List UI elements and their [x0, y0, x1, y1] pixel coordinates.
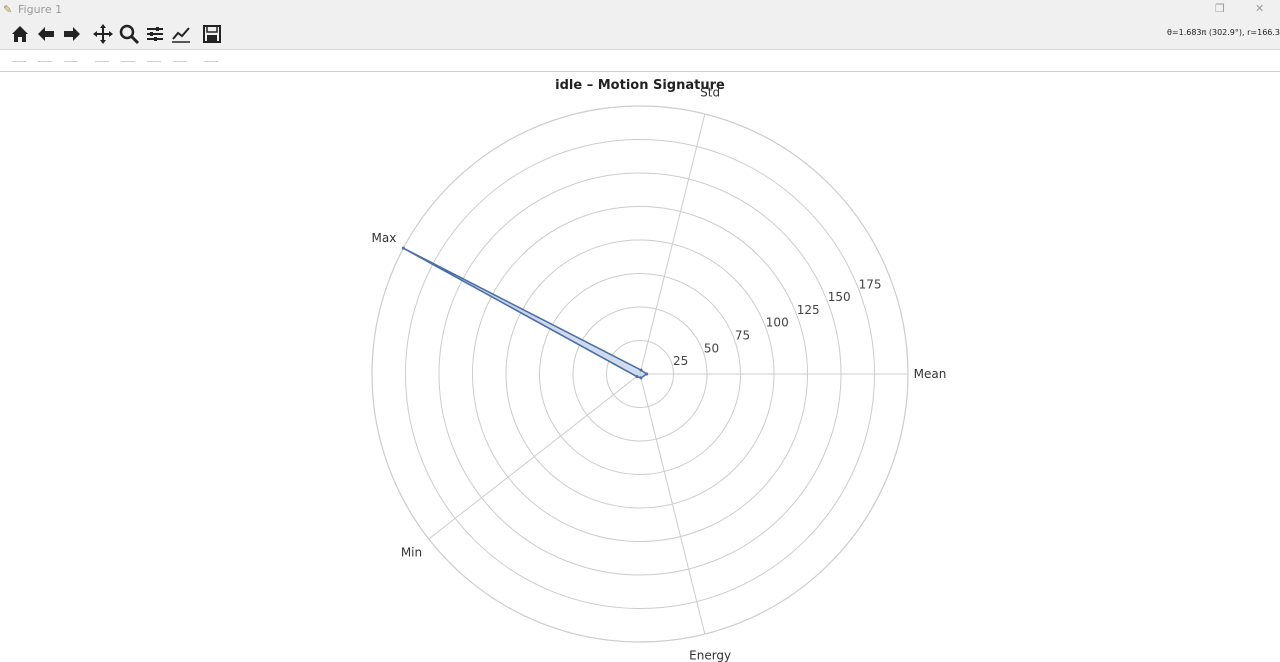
- restore-button[interactable]: ❐: [1215, 2, 1225, 15]
- zoom-button[interactable]: [118, 23, 140, 45]
- category-label-min: Min: [401, 546, 422, 560]
- zoom-icon: [119, 24, 140, 45]
- category-label-mean: Mean: [914, 367, 947, 381]
- r-tick-label-150: 150: [828, 290, 851, 304]
- r-tick-label-75: 75: [735, 329, 750, 343]
- r-tick-label-50: 50: [704, 341, 719, 355]
- chart-title: idle – Motion Signature: [555, 78, 725, 93]
- save-icon: [203, 25, 221, 43]
- r-tick-label-175: 175: [859, 277, 882, 291]
- app-icon: ✎: [3, 3, 13, 16]
- home-icon: [12, 26, 28, 42]
- window-title: Figure 1: [18, 3, 63, 16]
- customize-button[interactable]: [170, 23, 192, 45]
- spoke-std: [639, 113, 706, 375]
- data-point-mean: [645, 372, 649, 376]
- data-point-energy: [639, 376, 643, 380]
- data-point-max: [401, 246, 405, 250]
- close-button[interactable]: ✕: [1255, 2, 1265, 15]
- subplots-icon: [147, 27, 163, 41]
- category-label-energy: Energy: [689, 648, 731, 662]
- category-label-max: Max: [372, 231, 397, 245]
- forward-button[interactable]: [61, 23, 83, 45]
- window-titlebar: ✎ Figure 1 ❐ ✕: [0, 0, 1280, 20]
- save-button[interactable]: [201, 23, 223, 45]
- pan-icon: [93, 24, 113, 44]
- toolbar-ghost-artifact: [0, 50, 1280, 72]
- subplots-button[interactable]: [144, 23, 166, 45]
- navigation-toolbar: θ=1.683π (302.9°), r=166.3: [0, 20, 1280, 50]
- category-label-std: Std: [700, 86, 720, 100]
- forward-icon: [64, 27, 80, 41]
- r-tick-label-125: 125: [797, 303, 820, 317]
- spoke-energy: [639, 373, 706, 635]
- back-button[interactable]: [35, 23, 57, 45]
- pan-button[interactable]: [92, 23, 114, 45]
- r-tick-label-100: 100: [766, 316, 789, 330]
- cursor-coordinates: θ=1.683π (302.9°), r=166.3: [1167, 28, 1280, 37]
- radar-chart[interactable]: idle – Motion Signature Mean Std Max Min Ener…: [0, 72, 1280, 662]
- spoke-min: [428, 373, 641, 540]
- r-tick-label-25: 25: [673, 354, 688, 368]
- data-point-std: [639, 368, 643, 372]
- home-button[interactable]: [9, 23, 31, 45]
- data-point-min: [635, 374, 639, 378]
- customize-icon: [172, 27, 190, 43]
- back-icon: [38, 27, 54, 41]
